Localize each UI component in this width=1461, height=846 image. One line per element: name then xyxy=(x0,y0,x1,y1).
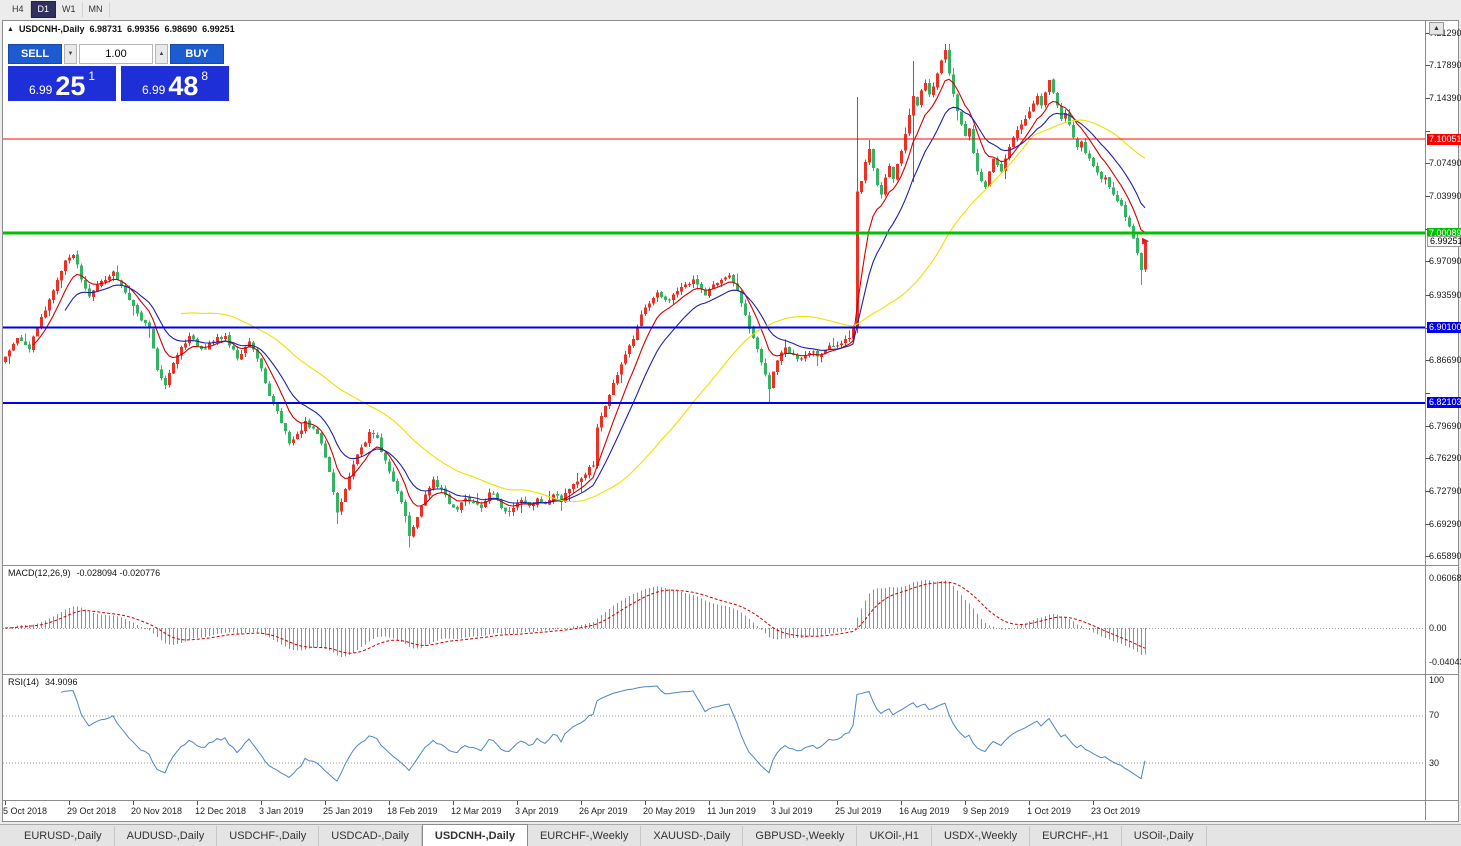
volume-decrease-button[interactable]: ▼ xyxy=(64,44,77,64)
ohlc-close: 6.99251 xyxy=(202,24,235,34)
collapse-icon: ▲ xyxy=(7,25,14,33)
sell-price-prefix: 6.99 xyxy=(28,83,53,97)
chart-tab-usoil-daily[interactable]: USOil-,Daily xyxy=(1121,826,1207,846)
chart-tab-usdcnh-daily[interactable]: USDCNH-,Daily xyxy=(421,824,528,846)
timeframe-toolbar: H4 D1 W1 MN xyxy=(0,0,1461,19)
chart-title: ▲ USDCNH-,Daily 6.98731 6.99356 6.98690 … xyxy=(7,24,235,34)
chart-window[interactable] xyxy=(2,20,1459,822)
macd-name: MACD(12,26,9) xyxy=(8,568,71,578)
chart-tab-ukoil-h1[interactable]: UKOil-,H1 xyxy=(857,826,932,846)
buy-price-prefix: 6.99 xyxy=(141,83,166,97)
ohlc-low: 6.98690 xyxy=(164,24,198,34)
chart-tab-usdcad-daily[interactable]: USDCAD-,Daily xyxy=(319,826,422,846)
scroll-up-button[interactable]: ▲ xyxy=(1429,22,1444,35)
macd-indicator-label: MACD(12,26,9) -0.028094 -0.020776 xyxy=(8,568,160,578)
sell-price-big: 25 xyxy=(55,71,86,101)
rsi-indicator-label: RSI(14) 34.9096 xyxy=(8,677,78,687)
chart-tab-eurchf-weekly[interactable]: EURCHF-,Weekly xyxy=(527,826,642,846)
buy-button[interactable]: BUY xyxy=(170,44,224,64)
chart-tab-bar: EURUSD-,Daily AUDUSD-,Daily USDCHF-,Daily U… xyxy=(0,824,1461,846)
sell-price-button[interactable]: 6.99 25 1 xyxy=(8,66,116,101)
one-click-trade-panel: SELL ▼ ▲ BUY 6.99 25 1 6.99 48 8 xyxy=(8,44,230,101)
timeframe-button-w1[interactable]: W1 xyxy=(56,2,83,17)
ohlc-high: 6.99356 xyxy=(127,24,160,34)
volume-input[interactable] xyxy=(79,44,153,64)
chart-symbol-label: USDCNH-,Daily xyxy=(18,24,85,34)
ohlc-open: 6.98731 xyxy=(89,24,122,34)
chart-tab-eurchf-h1[interactable]: EURCHF-,H1 xyxy=(1030,826,1122,846)
buy-price-big: 48 xyxy=(168,71,199,101)
chart-tab-eurusd-daily[interactable]: EURUSD-,Daily xyxy=(12,826,115,846)
sell-price-pip: 1 xyxy=(88,69,96,83)
chart-tab-audusd-daily[interactable]: AUDUSD-,Daily xyxy=(114,826,218,846)
macd-values: -0.028094 -0.020776 xyxy=(76,568,161,578)
rsi-value: 34.9096 xyxy=(45,677,78,687)
chart-tab-xauusd-daily[interactable]: XAUUSD-,Daily xyxy=(641,826,744,846)
volume-increase-button[interactable]: ▲ xyxy=(155,44,168,64)
buy-price-button[interactable]: 6.99 48 8 xyxy=(121,66,229,101)
sell-button[interactable]: SELL xyxy=(8,44,62,64)
timeframe-button-mn[interactable]: MN xyxy=(83,2,110,17)
rsi-name: RSI(14) xyxy=(8,677,40,687)
chart-tab-usdchf-daily[interactable]: USDCHF-,Daily xyxy=(217,826,320,846)
timeframe-button-h4[interactable]: H4 xyxy=(6,2,31,17)
chart-tab-usdx-weekly[interactable]: USDX-,Weekly xyxy=(931,826,1031,846)
chart-tab-gbpusd-weekly[interactable]: GBPUSD-,Weekly xyxy=(743,826,858,846)
timeframe-button-d1[interactable]: D1 xyxy=(30,1,57,18)
buy-price-pip: 8 xyxy=(201,69,209,83)
